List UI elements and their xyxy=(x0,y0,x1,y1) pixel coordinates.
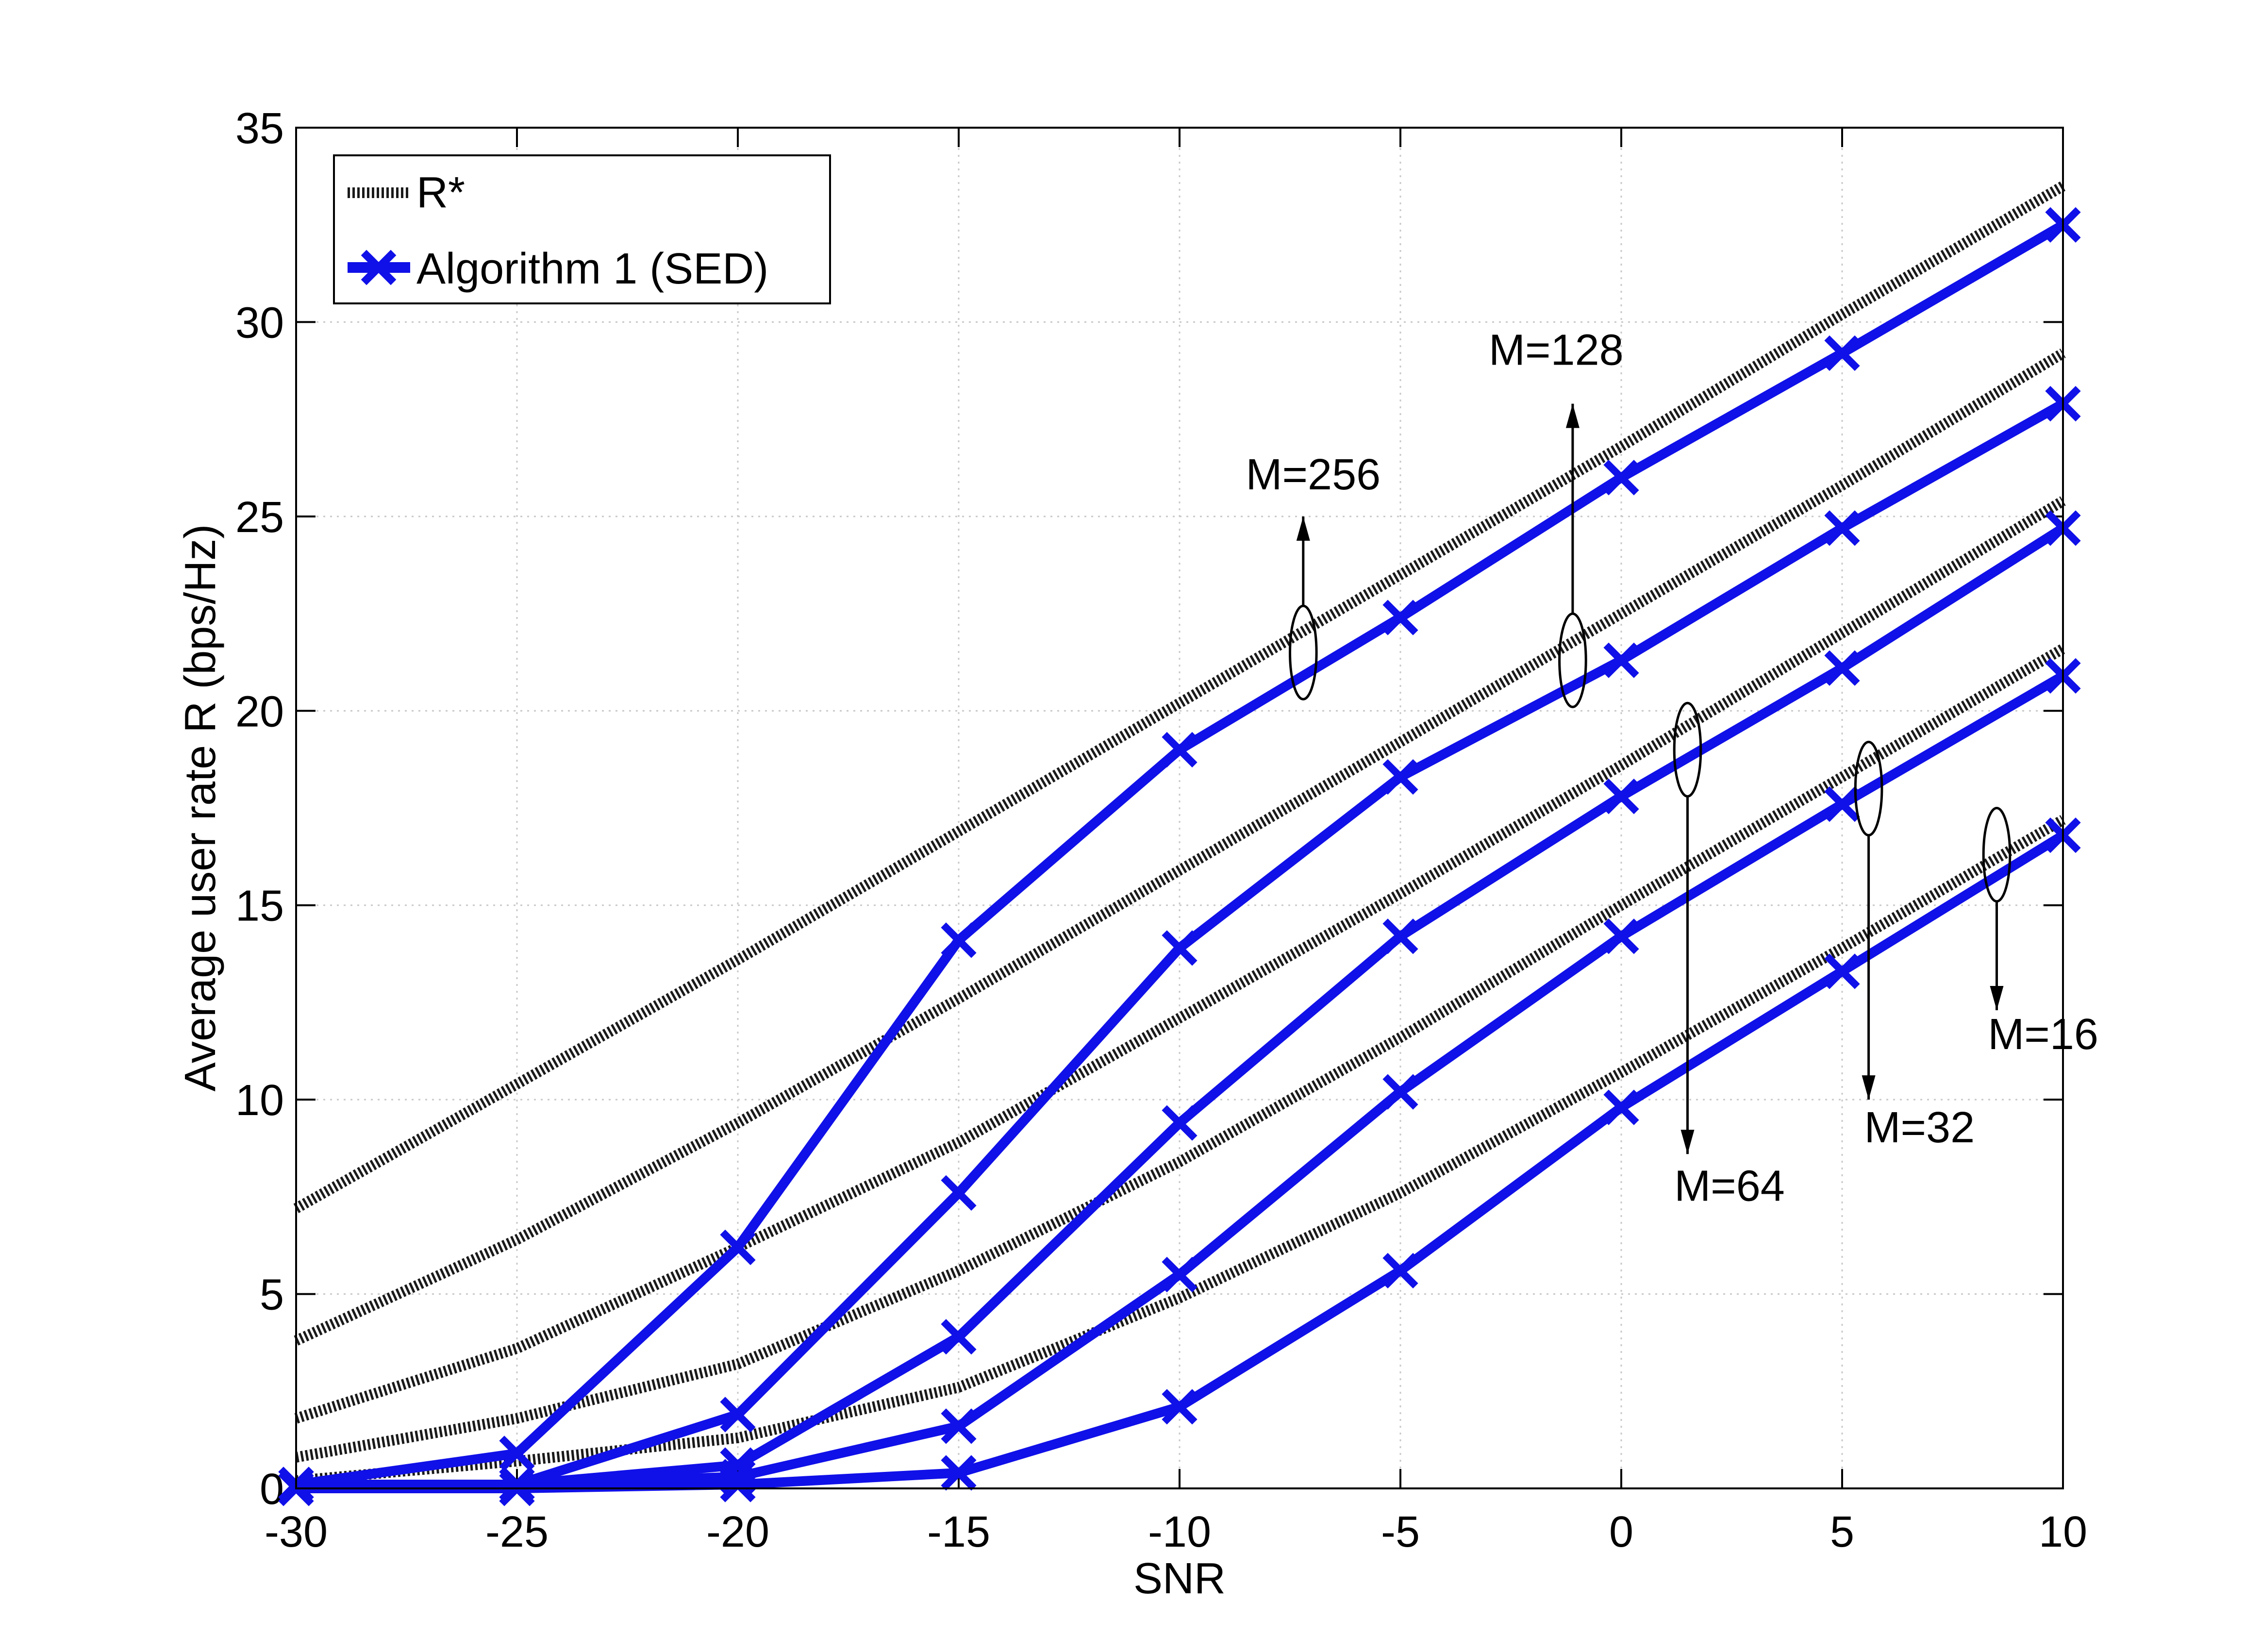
data-point-marker xyxy=(941,1408,977,1444)
x-tick-label: 10 xyxy=(2039,1508,2087,1556)
x-tick-label: 0 xyxy=(1609,1508,1633,1556)
x-tick-label: 5 xyxy=(1830,1508,1854,1556)
data-point-marker xyxy=(941,1175,977,1211)
series-rstar-m32 xyxy=(295,644,2066,1463)
x-axis-label: SNR xyxy=(1133,1554,1226,1603)
x-tick-label: -30 xyxy=(265,1508,328,1556)
series-rstar-m16 xyxy=(296,815,2066,1486)
data-point-marker xyxy=(1382,600,1418,635)
annotations: M=256 M=128 M=64 M=32 M=16 xyxy=(1246,326,2098,1211)
data-point-marker xyxy=(1603,642,1639,678)
annotation-ellipse xyxy=(1854,740,1883,837)
series-rstar-m128 xyxy=(294,349,2066,1346)
data-point-marker xyxy=(1824,650,1860,686)
data-point-marker xyxy=(1162,1256,1198,1293)
data-point-marker xyxy=(1382,1252,1418,1289)
arrow-head-icon xyxy=(1990,985,2004,1010)
annotation-label: M=16 xyxy=(1988,1010,2098,1059)
data-point-marker xyxy=(1824,335,1860,371)
x-tick-label: -20 xyxy=(706,1508,769,1556)
legend-box xyxy=(333,154,831,304)
data-point-marker xyxy=(1162,930,1198,966)
data-point-marker xyxy=(1824,510,1860,546)
annotation-label: M=64 xyxy=(1674,1162,1785,1210)
x-tick-label: -5 xyxy=(1381,1508,1420,1556)
data-point-marker xyxy=(941,1319,977,1355)
annotation-label: M=256 xyxy=(1246,451,1381,499)
legend-swatch-marker xyxy=(361,250,397,285)
y-tick-label: 35 xyxy=(235,104,284,153)
x-tick-label: -25 xyxy=(485,1508,549,1556)
arrow-head-icon xyxy=(1680,1130,1695,1154)
plot-frame xyxy=(295,127,2064,1489)
annotation-label: M=32 xyxy=(1864,1103,1975,1152)
series-rstar-m64 xyxy=(294,496,2066,1424)
legend: R* Algorithm 1 (SED) xyxy=(333,154,831,304)
y-tick-label: 25 xyxy=(235,493,284,542)
data-point-marker xyxy=(1382,759,1418,795)
data-point-marker xyxy=(499,1435,535,1471)
x-tick-label: -10 xyxy=(1148,1508,1211,1556)
y-axis-label: Average user rate R (bps/Hz) xyxy=(176,524,225,1092)
series-rstar-m256 xyxy=(293,181,2066,1213)
data-point-marker xyxy=(1603,1089,1639,1125)
y-tick-label: 10 xyxy=(235,1076,284,1125)
data-point-marker xyxy=(1603,460,1639,496)
data-point-marker xyxy=(941,922,977,958)
data-point-marker xyxy=(720,1229,756,1266)
data-point-marker xyxy=(1382,918,1418,954)
legend-label-algorithm: Algorithm 1 (SED) xyxy=(416,245,768,293)
data-point-marker xyxy=(1162,1389,1198,1425)
y-tick-label: 20 xyxy=(235,687,284,736)
data-point-marker xyxy=(720,1397,756,1433)
data-point-marker xyxy=(941,1455,977,1491)
arrow-head-icon xyxy=(1862,1075,1876,1100)
annotation-label: M=128 xyxy=(1489,326,1624,375)
legend-label-rstar: R* xyxy=(416,168,465,217)
x-tick-label: -15 xyxy=(927,1508,990,1556)
data-point-marker xyxy=(720,1467,756,1502)
data-point-marker xyxy=(1162,732,1198,768)
data-point-marker xyxy=(1162,1105,1198,1141)
arrow-head-icon xyxy=(1296,516,1310,541)
y-tick-label: 5 xyxy=(260,1271,284,1319)
y-tick-label: 15 xyxy=(235,882,284,931)
data-point-marker xyxy=(1603,778,1639,815)
data-point-marker xyxy=(1824,953,1860,989)
arrow-head-icon xyxy=(1565,403,1580,428)
data-point-marker xyxy=(1603,918,1639,954)
data-point-marker xyxy=(1824,786,1860,822)
data-point-marker xyxy=(1382,1074,1418,1110)
series-group xyxy=(278,181,2081,1506)
y-tick-label: 30 xyxy=(235,299,284,347)
